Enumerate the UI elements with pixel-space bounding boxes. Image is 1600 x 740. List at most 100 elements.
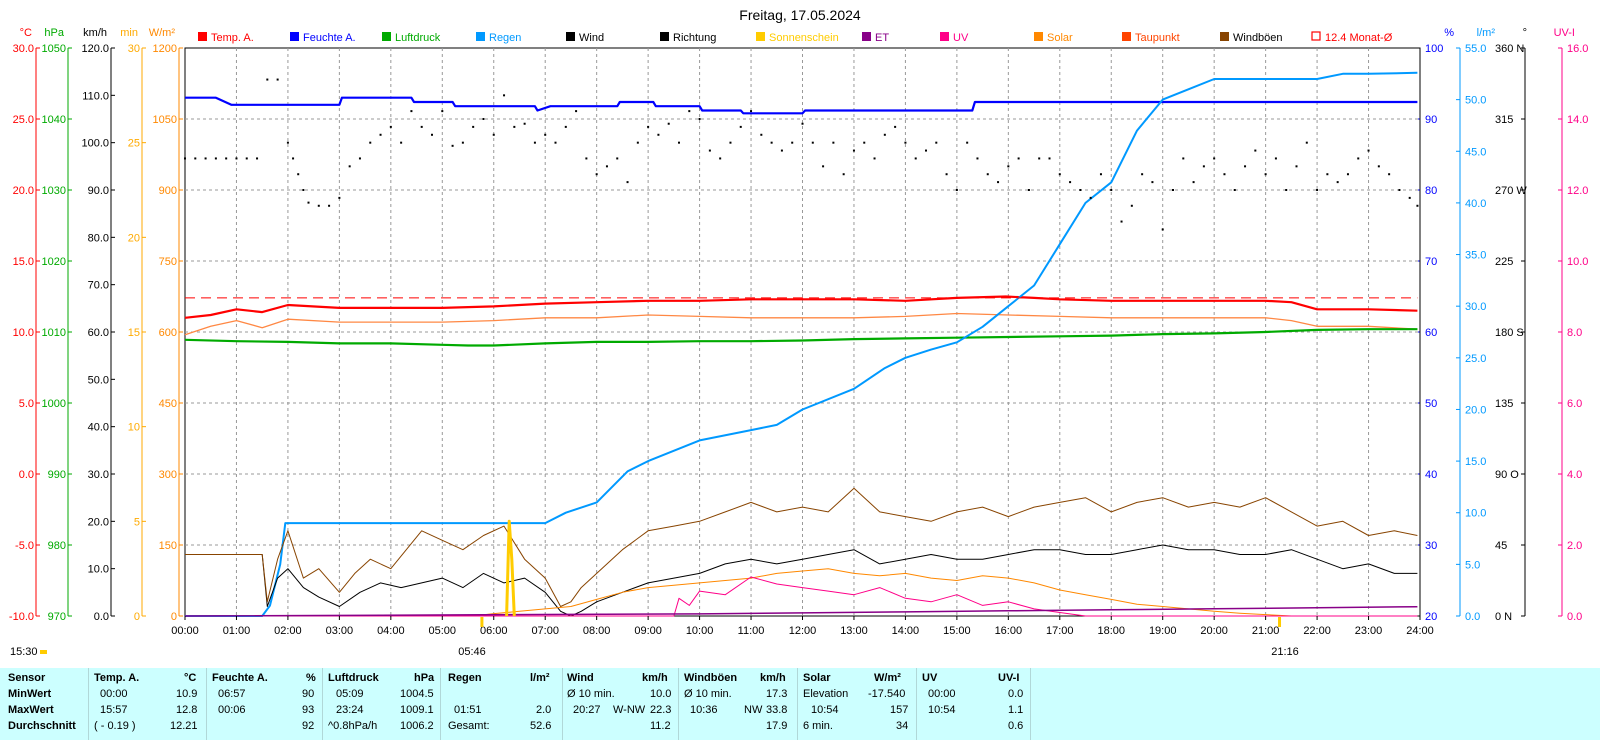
left-axis-tick-label: 970 [48,611,66,623]
direction-point [266,78,269,81]
legend-swatch [1122,32,1131,41]
sunrise-marker [480,617,484,627]
direction-point [801,122,804,125]
left-axis-tick-label: 100.0 [81,138,109,150]
left-axis-tick-label: 600 [159,327,177,339]
stats-unit-boeen: km/h [760,672,786,684]
right-axis-tick-label: 5.0 [1465,559,1480,571]
direction-point [852,149,855,152]
luftdruck-max: 1009.1 [400,704,434,716]
right-axis-tick-label: 50.0 [1465,95,1486,107]
direction-point [780,149,783,152]
legend-swatch [290,32,299,41]
series-sonnenschein [505,519,516,617]
direction-point [1069,181,1072,184]
legend-swatch [198,32,207,41]
right-axis-tick-label: 270 W [1495,185,1527,197]
direction-point [636,141,639,144]
regen-max: 2.0 [536,704,552,716]
chart-grid [184,47,1421,617]
corner-sun-marker [40,650,47,654]
legend-label: Luftdruck [395,32,441,44]
direction-point [544,133,547,136]
stats-table: Sensor MinWert MaxWert Durchschnitt Temp… [0,668,1600,740]
direction-point [595,173,598,176]
direction-point [811,141,814,144]
left-axis-tick-label: 0 [134,611,140,623]
left-axis-tick-label: 50.0 [88,374,109,386]
direction-point [328,204,331,207]
left-axis-unit: min [120,27,138,39]
direction-point [533,141,536,144]
x-tick-label: 04:00 [377,625,405,637]
direction-point [1007,165,1010,168]
boeen-max: 33.8 [766,704,788,716]
stats-header-regen: Regen [448,672,482,684]
direction-point [358,157,361,160]
stats-row-max: MaxWert [8,704,54,716]
direction-point [616,157,619,160]
direction-point [1048,157,1051,160]
left-axis-tick-label: 10.0 [13,327,34,339]
direction-point [575,110,578,113]
left-axis-tick-label: -10.0 [9,611,34,623]
direction-point [1038,157,1041,160]
left-axis-tick-label: 1030 [42,185,66,197]
x-tick-label: 00:00 [171,625,199,637]
direction-point [276,78,279,81]
direction-point [1141,173,1144,176]
right-axis-tick-label: 20.0 [1465,404,1486,416]
direction-point [585,157,588,160]
solar-max: 157 [890,704,909,716]
left-axis-tick-label: 80.0 [88,232,109,244]
legend-swatch [1220,32,1229,41]
left-axis-tick-label: 70.0 [88,280,109,292]
direction-point [1130,204,1133,207]
direction-point [1058,173,1061,176]
direction-point [1213,157,1216,160]
direction-point [1316,189,1319,191]
left-axis-tick-label: 30.0 [88,469,109,481]
left-axis-tick-label: 10.0 [88,564,109,576]
stats-unit-solar: W/m² [874,672,901,684]
right-axis-tick-label: 12.0 [1567,185,1588,197]
left-axis-tick-label: 110.0 [82,90,109,102]
x-tick-label: 08:00 [583,625,611,637]
direction-point [873,157,876,160]
direction-point [1192,181,1195,184]
direction-point [1377,165,1380,168]
x-tick-label: 10:00 [686,625,714,637]
feuchte-max-time: 00:06 [218,704,246,716]
left-axis-tick-label: 120.0 [81,43,109,55]
legend-swatch [756,32,765,41]
right-axis-tick-label: 100 [1425,43,1443,55]
direction-point [338,196,341,199]
direction-point [1182,157,1185,160]
legend-label: Taupunkt [1135,32,1180,44]
weather-chart: Freitag, 17.05.2024 Temp. A. Feuchte A. Lu… [8,7,1589,658]
stats-row-min: MinWert [8,688,52,700]
right-axis-tick-label: 135 [1495,398,1513,410]
direction-point [1244,165,1247,168]
left-axis-tick-label: 1040 [42,114,66,126]
direction-point [431,133,433,136]
x-tick-label: 24:00 [1406,625,1434,637]
temp-avg-extra: ( - 0.19 ) [94,720,136,732]
left-axis-tick-label: 1200 [153,43,177,55]
wind-max: 22.3 [650,704,672,716]
right-axis-tick-label: 90 O [1495,469,1519,481]
direction-point [194,157,197,160]
direction-point [667,122,670,125]
boeen-min: 17.3 [766,688,788,700]
direction-point [647,125,650,128]
chart-legend: Temp. A. Feuchte A. Luftdruck Regen Wind Rich… [198,31,1393,44]
legend-swatch [566,32,575,41]
right-axis-tick-label: 0.0 [1567,611,1582,623]
right-axis-unit: l/m² [1477,27,1496,39]
direction-point [369,141,372,144]
right-axis-tick-label: 45.0 [1465,146,1486,158]
direction-point [698,118,701,120]
left-axis-tick-label: -5.0 [15,540,34,552]
left-axis-tick-label: 0.0 [19,469,34,481]
wind-max-time: 20:27 [573,704,601,716]
